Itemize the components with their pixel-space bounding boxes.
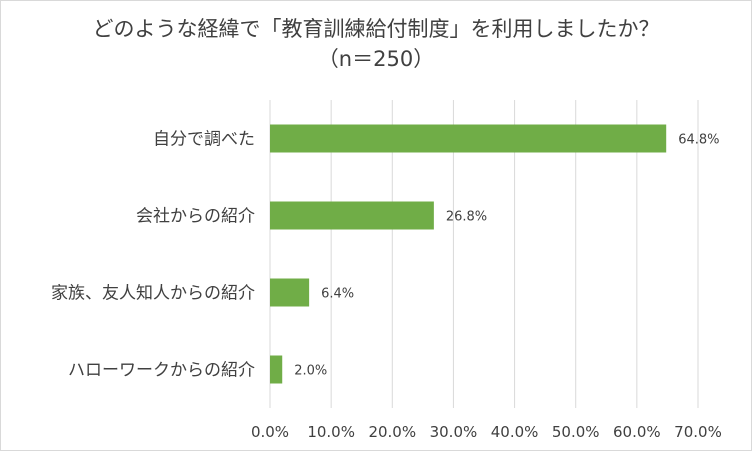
x-tick-label: 60.0%	[613, 423, 661, 441]
category-label: 自分で調べた	[153, 130, 255, 150]
bar	[270, 278, 310, 307]
x-tick-label: 70.0%	[674, 423, 722, 441]
data-labels: 64.8% 26.8% 6.4% 2.0%	[294, 133, 719, 379]
category-label: ハローワークからの紹介	[68, 361, 255, 381]
data-label: 64.8%	[678, 133, 719, 148]
data-label: 2.0%	[294, 364, 327, 379]
data-label: 26.8%	[446, 210, 487, 225]
chart-title-block: どのような経緯で「教育訓練給付制度」を利用しましたか？ （n＝250）	[0, 14, 752, 74]
chart-title: どのような経緯で「教育訓練給付制度」を利用しましたか？	[92, 17, 660, 41]
x-tick-label: 30.0%	[430, 423, 478, 441]
chart-subtitle: （n＝250）	[317, 47, 435, 71]
x-tick-label: 0.0%	[251, 423, 289, 441]
x-tick-labels: 0.0% 10.0% 20.0% 30.0% 40.0% 50.0% 60.0% 70.0%	[251, 423, 722, 441]
category-label: 会社からの紹介	[136, 207, 255, 227]
bar	[270, 201, 434, 230]
x-tick-label: 20.0%	[368, 423, 416, 441]
x-tick-label: 40.0%	[491, 423, 539, 441]
x-tick-label: 50.0%	[552, 423, 600, 441]
data-label: 6.4%	[321, 287, 354, 302]
bar	[270, 355, 283, 384]
bars	[270, 124, 667, 384]
category-label: 家族、友人知人からの紹介	[51, 284, 255, 304]
bar	[270, 124, 667, 153]
x-tick-label: 10.0%	[307, 423, 355, 441]
